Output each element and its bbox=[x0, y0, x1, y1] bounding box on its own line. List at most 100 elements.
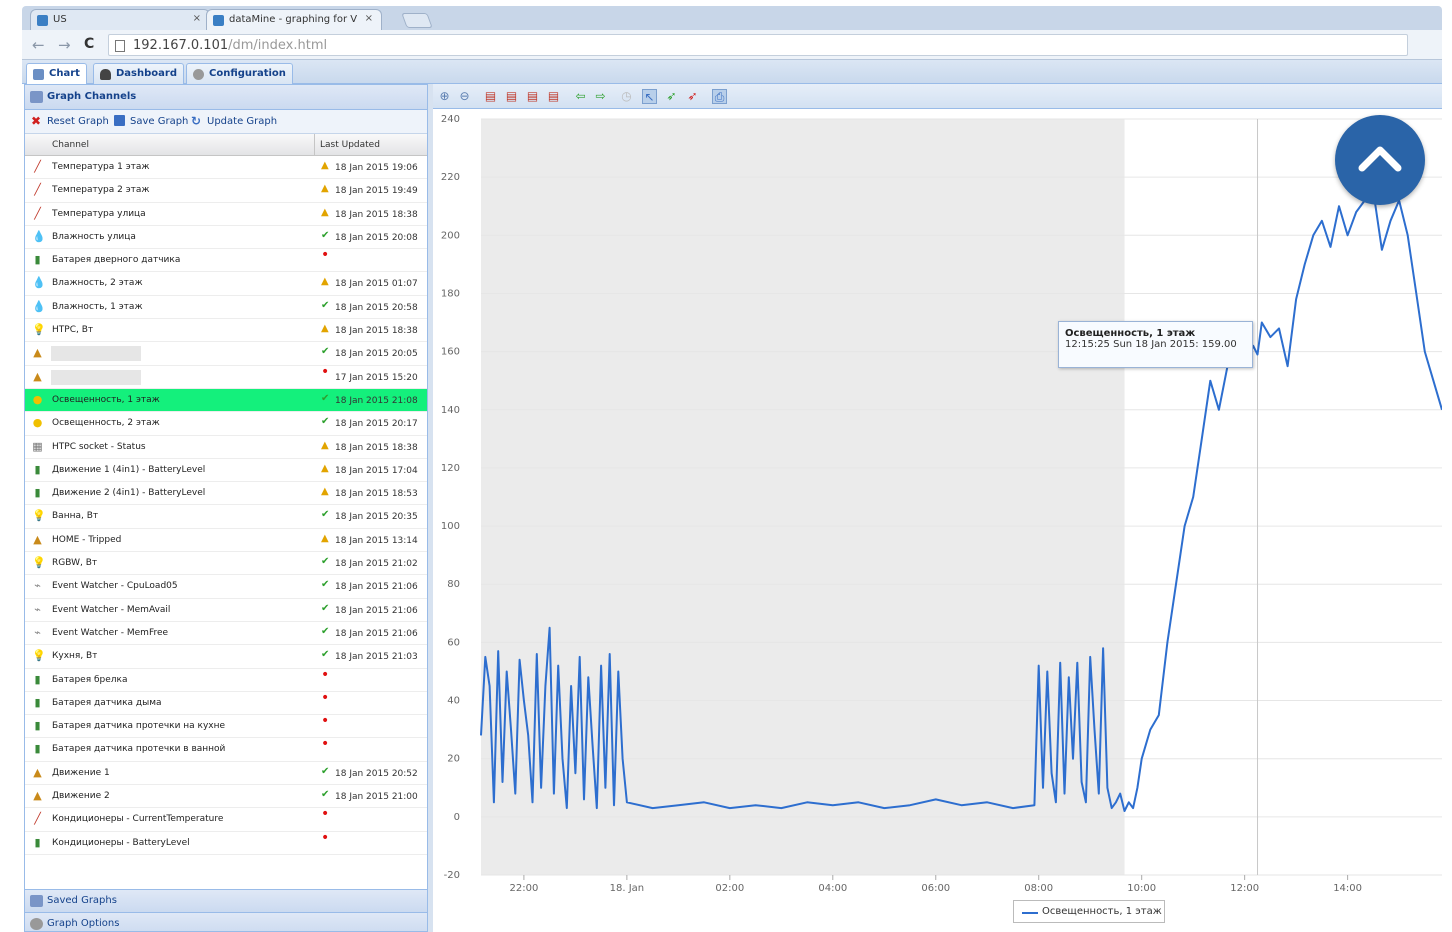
arrow-left-icon[interactable]: ⇦ bbox=[575, 89, 586, 103]
series-line bbox=[480, 190, 1443, 812]
channel-row[interactable]: ▮ Батарея брелка • bbox=[25, 668, 427, 692]
line-chart[interactable]: -20 0 20 40 60 80 100 120 140 160 180 200 220 240 22:0… bbox=[433, 109, 1443, 899]
channel-row[interactable]: ╱ Температура 1 этаж ▲ 18 Jan 2015 19:06 bbox=[25, 156, 427, 180]
channel-row[interactable]: 💡 Ванна, Вт ✔ 18 Jan 2015 20:35 bbox=[25, 505, 427, 529]
status-ok-icon: ✔ bbox=[321, 625, 330, 637]
channel-name: RGBW, Вт bbox=[52, 558, 98, 569]
calendar-day-icon[interactable]: ▤ bbox=[484, 89, 497, 103]
export-icon[interactable]: ⎙ bbox=[712, 89, 727, 104]
channel-row[interactable]: ● Освещенность, 1 этаж ✔ 18 Jan 2015 21:08 bbox=[25, 388, 427, 413]
y-tick-label: 240 bbox=[441, 114, 460, 125]
channel-row[interactable]: ⌁ Event Watcher - MemFree ✔ 18 Jan 2015 21:… bbox=[25, 622, 427, 646]
channel-row[interactable]: ▦ HTPC socket - Status ▲ 18 Jan 2015 18:38 bbox=[25, 436, 427, 459]
tab-dashboard-label: Dashboard bbox=[116, 68, 177, 79]
browser-tab-us[interactable]: US × bbox=[30, 9, 210, 30]
y-tick-label: 20 bbox=[447, 754, 460, 765]
last-updated: 18 Jan 2015 20:35 bbox=[335, 512, 418, 523]
tab-title: dataMine - graphing for V bbox=[229, 14, 358, 25]
channel-name: Батарея дверного датчика bbox=[52, 255, 181, 266]
channel-row[interactable]: ▮ Батарея датчика протечки на кухне • bbox=[25, 714, 427, 739]
channel-row[interactable]: ⌁ Event Watcher - MemAvail ✔ 18 Jan 2015 21… bbox=[25, 599, 427, 622]
clock-icon[interactable]: ◷ bbox=[621, 89, 632, 103]
reset-graph-button[interactable]: ✖ Reset Graph bbox=[31, 115, 109, 127]
pin-green-icon[interactable]: ➶ bbox=[666, 89, 677, 103]
y-tick-label: 180 bbox=[441, 288, 460, 299]
zoom-out-icon[interactable]: ⊖ bbox=[459, 89, 470, 103]
arrow-right-icon[interactable]: ⇨ bbox=[595, 89, 606, 103]
channel-row[interactable]: ▮ Батарея датчика дыма • bbox=[25, 691, 427, 716]
status-warn-icon: ▲ bbox=[321, 462, 329, 474]
last-updated: 18 Jan 2015 20:52 bbox=[335, 768, 418, 779]
channel-row[interactable]: ▲ • 17 Jan 2015 15:20 bbox=[25, 365, 427, 389]
channel-row[interactable]: 💡 RGBW, Вт ✔ 18 Jan 2015 21:02 bbox=[25, 552, 427, 576]
close-tab-icon[interactable]: × bbox=[364, 13, 373, 24]
channel-row[interactable]: 💡 Кухня, Вт ✔ 18 Jan 2015 21:03 bbox=[25, 645, 427, 669]
status-warn-icon: ▲ bbox=[321, 439, 329, 451]
tab-chart[interactable]: Chart bbox=[26, 63, 87, 84]
channel-name: Температура 2 этаж bbox=[52, 185, 150, 196]
status-ok-icon: ✔ bbox=[321, 392, 330, 404]
chart-legend[interactable]: Освещенность, 1 этаж bbox=[1013, 900, 1165, 923]
channel-name: Движение 1 (4in1) - BatteryLevel bbox=[52, 464, 206, 475]
status-ok-icon: ✔ bbox=[321, 649, 330, 661]
x-tick-label: 04:00 bbox=[818, 883, 847, 894]
tab-configuration[interactable]: Configuration bbox=[186, 63, 293, 84]
panel-splitter[interactable] bbox=[428, 84, 433, 932]
url-path: /dm/index.html bbox=[228, 38, 328, 53]
select-icon[interactable]: ↖ bbox=[642, 89, 657, 104]
battery-icon: ▮ bbox=[34, 719, 41, 733]
channel-row[interactable]: ⌁ Event Watcher - CpuLoad05 ✔ 18 Jan 2015 2… bbox=[25, 575, 427, 599]
channel-name: Движение 1 bbox=[52, 767, 110, 778]
calendar-year-icon[interactable]: ▤ bbox=[547, 89, 560, 103]
channel-row[interactable]: ▮ Батарея датчика протечки в ванной • bbox=[25, 737, 427, 762]
pin-red-icon[interactable]: ➶ bbox=[687, 89, 698, 103]
channel-row[interactable]: ╱ Кондиционеры - CurrentTemperature • bbox=[25, 807, 427, 832]
close-tab-icon[interactable]: × bbox=[192, 13, 201, 24]
scroll-to-top-button[interactable] bbox=[1335, 115, 1425, 205]
battery-icon: ▮ bbox=[34, 742, 41, 756]
channel-row[interactable]: ╱ Температура улица ▲ 18 Jan 2015 18:38 bbox=[25, 203, 427, 226]
last-updated: 18 Jan 2015 21:06 bbox=[335, 628, 418, 639]
channel-row[interactable]: 💧 Влажность, 1 этаж ✔ 18 Jan 2015 20:58 bbox=[25, 296, 427, 320]
y-tick-label: 100 bbox=[441, 521, 460, 532]
channel-row[interactable]: 💧 Влажность, 2 этаж ▲ 18 Jan 2015 01:07 bbox=[25, 272, 427, 296]
browser-tab-datamine[interactable]: dataMine - graphing for V × bbox=[206, 9, 382, 30]
channel-row[interactable]: 💧 Влажность улица ✔ 18 Jan 2015 20:08 bbox=[25, 226, 427, 250]
back-arrow-icon[interactable]: ← bbox=[32, 36, 45, 54]
app-tab-bar: Chart Dashboard Configuration bbox=[22, 60, 1442, 84]
channel-row[interactable]: ▮ Кондиционеры - BatteryLevel • bbox=[25, 831, 427, 855]
channel-row[interactable]: 💡 HTPC, Вт ▲ 18 Jan 2015 18:38 bbox=[25, 319, 427, 343]
column-channel[interactable]: Channel bbox=[52, 140, 89, 150]
calendar-month-icon[interactable]: ▤ bbox=[526, 89, 539, 103]
channel-row[interactable]: ╱ Температура 2 этаж ▲ 18 Jan 2015 19:49 bbox=[25, 179, 427, 203]
graph-options-header[interactable]: Graph Options bbox=[25, 912, 427, 931]
channel-row[interactable]: ▮ Батарея дверного датчика • bbox=[25, 248, 427, 273]
column-last-updated[interactable]: Last Updated bbox=[320, 140, 380, 150]
channel-row[interactable]: ▲ ✔ 18 Jan 2015 20:05 bbox=[25, 342, 427, 366]
channel-name: Влажность улица bbox=[52, 231, 136, 242]
update-graph-button[interactable]: ↻ Update Graph bbox=[191, 115, 277, 127]
save-graph-button[interactable]: Save Graph bbox=[114, 115, 188, 127]
tab-dashboard[interactable]: Dashboard bbox=[93, 63, 184, 84]
saved-graphs-header[interactable]: Saved Graphs bbox=[25, 889, 427, 912]
reset-graph-label: Reset Graph bbox=[47, 116, 109, 127]
channel-row[interactable]: ▲ HOME - Tripped ▲ 18 Jan 2015 13:14 bbox=[25, 529, 427, 553]
channel-list: ╱ Температура 1 этаж ▲ 18 Jan 2015 19:06 ╱ Те… bbox=[25, 156, 427, 855]
forward-arrow-icon[interactable]: → bbox=[58, 36, 71, 54]
channel-row[interactable]: ● Освещенность, 2 этаж ✔ 18 Jan 2015 20:17 bbox=[25, 412, 427, 436]
channel-row[interactable]: ▲ Движение 1 ✔ 18 Jan 2015 20:52 bbox=[25, 762, 427, 786]
thermometer-icon: ╱ bbox=[34, 183, 41, 197]
channel-row[interactable]: ▮ Движение 1 (4in1) - BatteryLevel ▲ 18 Jan… bbox=[25, 459, 427, 483]
zoom-in-icon[interactable]: ⊕ bbox=[439, 89, 450, 103]
calendar-week-icon[interactable]: ▤ bbox=[505, 89, 518, 103]
channel-row[interactable]: ▲ Движение 2 ✔ 18 Jan 2015 21:00 bbox=[25, 785, 427, 809]
last-updated: 18 Jan 2015 21:02 bbox=[335, 559, 418, 570]
droplet-icon: 💧 bbox=[32, 229, 46, 243]
new-tab-button[interactable] bbox=[401, 13, 433, 28]
graph-toolbar: ⊕ ⊖ ▤ ▤ ▤ ▤ ⇦ ⇨ ◷ ↖ ➶ ➶ ⎙ bbox=[433, 84, 1442, 109]
chart-area[interactable]: -20 0 20 40 60 80 100 120 140 160 180 200 220 240 22:0… bbox=[433, 109, 1443, 932]
reload-icon[interactable]: C bbox=[84, 36, 95, 52]
channel-row[interactable]: ▮ Движение 2 (4in1) - BatteryLevel ▲ 18 Jan… bbox=[25, 482, 427, 506]
status-ok-icon: ✔ bbox=[321, 299, 330, 311]
url-input[interactable]: 192.167.0.101/dm/index.html bbox=[108, 34, 1408, 56]
